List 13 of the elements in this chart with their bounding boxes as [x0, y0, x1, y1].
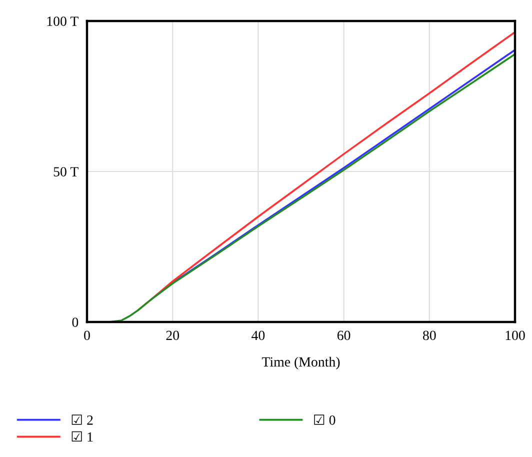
- x-tick-label: 80: [422, 330, 436, 340]
- x-axis-title: Time (Month): [262, 356, 340, 370]
- legend-label: ☑ 2: [72, 414, 93, 425]
- legend-label: ☑ 0: [314, 414, 336, 425]
- x-tick-label: 0: [84, 330, 90, 340]
- x-tick-label: 20: [166, 330, 180, 340]
- x-tick-label: 40: [252, 330, 265, 340]
- y-tick-label: 100 T: [47, 16, 78, 26]
- y-tick-label: 50 T: [54, 167, 78, 176]
- y-tick-label: 0: [72, 318, 78, 327]
- x-tick-label: 100: [506, 330, 525, 340]
- x-tick-label: 60: [337, 330, 350, 340]
- legend-label: ☑ 1: [72, 431, 93, 442]
